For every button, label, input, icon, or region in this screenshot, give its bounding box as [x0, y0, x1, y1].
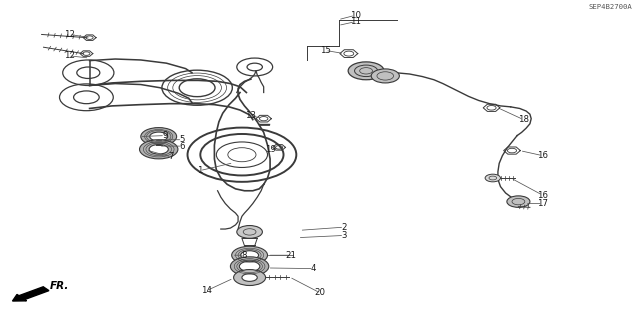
Circle shape: [241, 251, 259, 260]
Circle shape: [141, 128, 177, 145]
Text: 20: 20: [314, 288, 326, 297]
Circle shape: [242, 274, 257, 281]
Text: SEP4B2700A: SEP4B2700A: [589, 4, 632, 10]
Text: FR.: FR.: [50, 281, 69, 292]
Text: 14: 14: [200, 286, 212, 295]
Text: 2: 2: [342, 223, 347, 232]
Text: 15: 15: [319, 46, 331, 55]
Circle shape: [507, 196, 530, 207]
Text: 12: 12: [63, 30, 75, 39]
Text: 6: 6: [180, 142, 185, 151]
Text: 3: 3: [342, 231, 347, 240]
Circle shape: [150, 132, 168, 141]
FancyArrow shape: [13, 287, 49, 301]
Circle shape: [485, 174, 500, 182]
Circle shape: [230, 257, 269, 276]
Text: 1: 1: [197, 166, 202, 175]
Circle shape: [140, 140, 178, 159]
Text: 16: 16: [537, 151, 548, 160]
Text: 17: 17: [537, 199, 548, 208]
Circle shape: [348, 62, 384, 80]
Circle shape: [237, 226, 262, 238]
Circle shape: [232, 246, 268, 264]
Text: 4: 4: [311, 264, 316, 273]
Circle shape: [149, 145, 168, 154]
Text: 12: 12: [63, 51, 75, 60]
Text: 10: 10: [349, 11, 361, 20]
Text: 7: 7: [169, 152, 174, 161]
Text: 9: 9: [163, 131, 168, 140]
Text: 16: 16: [537, 191, 548, 200]
Circle shape: [371, 69, 399, 83]
Text: 18: 18: [518, 115, 529, 124]
Text: 19: 19: [266, 145, 276, 154]
Text: 8: 8: [242, 251, 247, 260]
Circle shape: [239, 261, 260, 271]
Text: 13: 13: [245, 111, 257, 120]
Circle shape: [234, 270, 266, 286]
Text: 11: 11: [349, 17, 361, 26]
Text: 21: 21: [285, 251, 297, 260]
Text: 5: 5: [180, 135, 185, 144]
